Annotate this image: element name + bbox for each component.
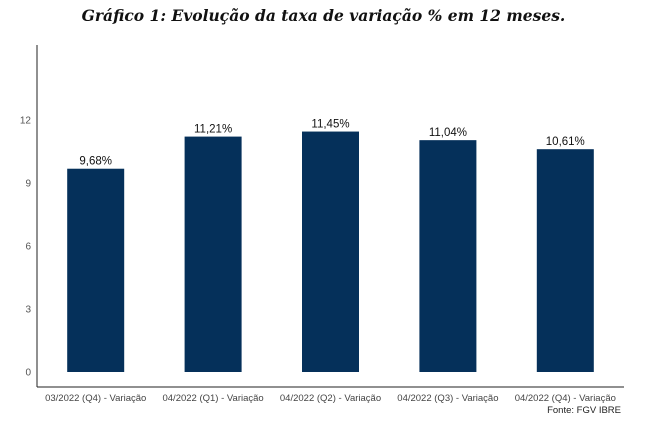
data-label: 11,45% — [311, 119, 349, 131]
source-note: Fonte: FGV IBRE — [547, 405, 621, 416]
y-tick-label: 12 — [20, 116, 32, 127]
data-label: 11,21% — [194, 124, 232, 136]
bar — [184, 136, 242, 372]
y-tick-label: 3 — [25, 305, 31, 316]
data-label: 10,61% — [546, 136, 585, 148]
x-tick-label: 04/2022 (Q4) - Variação — [515, 393, 616, 404]
chart-title: Gráfico 1: Evolução da taxa de variação … — [81, 6, 566, 25]
x-tick-label: 03/2022 (Q4) - Variação — [45, 393, 146, 404]
y-tick-label: 9 — [25, 179, 31, 190]
y-tick-label: 0 — [25, 368, 31, 379]
y-tick-label: 6 — [25, 242, 31, 253]
bar — [536, 149, 594, 372]
data-label: 9,68% — [79, 156, 112, 168]
data-label: 11,04% — [429, 127, 467, 139]
x-tick-label: 04/2022 (Q3) - Variação — [397, 393, 498, 404]
x-tick-label: 04/2022 (Q1) - Variação — [162, 393, 263, 404]
bar — [302, 131, 359, 372]
x-tick-label: 04/2022 (Q2) - Variação — [280, 393, 381, 404]
bar — [67, 168, 125, 372]
bar — [419, 140, 477, 372]
